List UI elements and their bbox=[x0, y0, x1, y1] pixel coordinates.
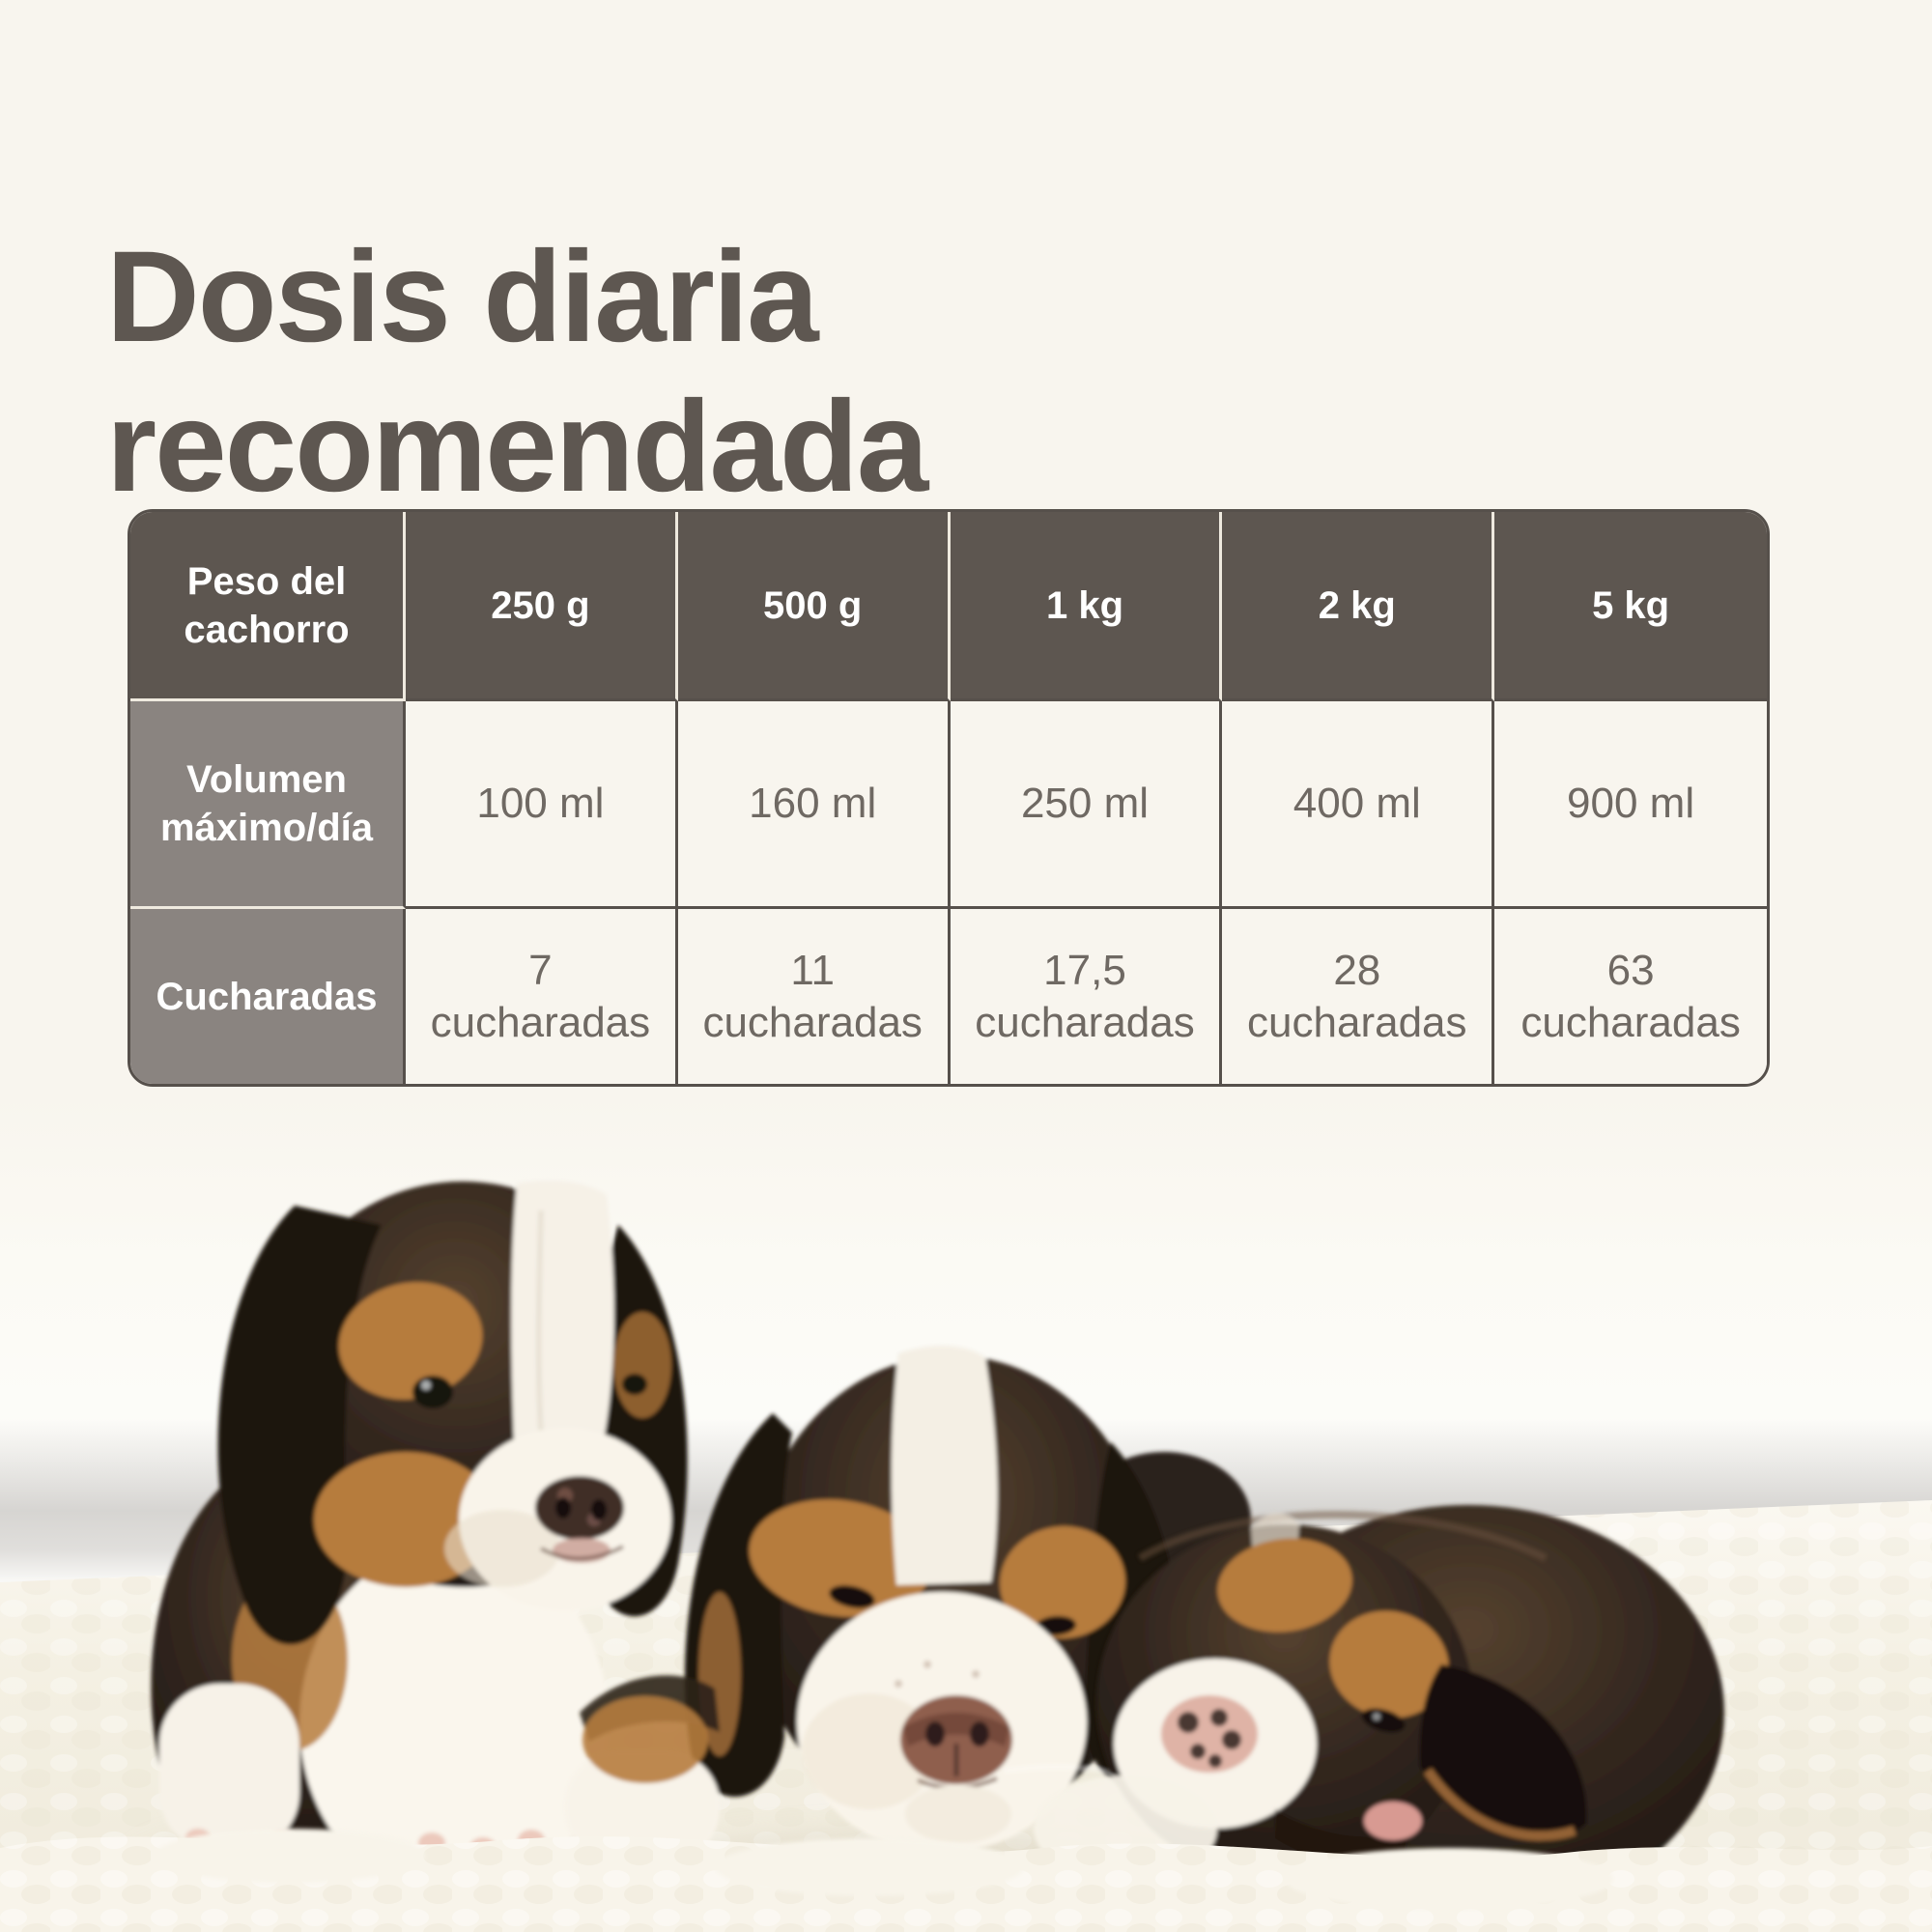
cucharadas-unit: cucharadas bbox=[702, 998, 923, 1046]
cucharadas-amount: 7 bbox=[528, 946, 553, 994]
column-header-250g: 250 g bbox=[406, 512, 678, 701]
cell-volumen-500g: 160 ml bbox=[677, 701, 951, 909]
cucharadas-unit: cucharadas bbox=[1247, 998, 1467, 1046]
cell-volumen-250g: 100 ml bbox=[406, 701, 678, 909]
page-title-line1: Dosis diaria bbox=[106, 224, 819, 369]
puppy-middle-blaze bbox=[891, 1346, 998, 1585]
puppies-photo bbox=[0, 1094, 1932, 1932]
cell-cucharadas-500g: 11 cucharadas bbox=[677, 909, 951, 1084]
puppy-right-ear bbox=[1419, 1664, 1587, 1841]
column-header-1kg: 1 kg bbox=[950, 512, 1223, 701]
puppy-right-eye bbox=[1361, 1708, 1406, 1733]
cucharadas-amount: 11 bbox=[790, 946, 836, 994]
puppy-left bbox=[151, 1180, 688, 1901]
page-title-line2: recomendada bbox=[106, 374, 928, 519]
row-label-volumen: Volumen máximo/día bbox=[130, 701, 406, 909]
puppy-left-eye bbox=[412, 1376, 453, 1408]
cell-volumen-2kg: 400 ml bbox=[1222, 701, 1495, 909]
cell-cucharadas-1kg: 17,5 cucharadas bbox=[950, 909, 1223, 1084]
column-header-500g: 500 g bbox=[677, 512, 951, 701]
cucharadas-unit: cucharadas bbox=[975, 998, 1195, 1046]
cucharadas-amount: 28 bbox=[1333, 946, 1381, 994]
cucharadas-amount: 63 bbox=[1606, 946, 1655, 994]
puppy-middle bbox=[565, 1346, 1265, 1862]
puppy-left-blaze bbox=[511, 1180, 614, 1454]
table-corner-header: Peso del cachorro bbox=[130, 512, 406, 701]
cucharadas-unit: cucharadas bbox=[1520, 998, 1741, 1046]
page-title: Dosis diaria recomendada bbox=[106, 222, 928, 522]
cell-cucharadas-250g: 7 cucharadas bbox=[406, 909, 678, 1084]
row-label-cucharadas: Cucharadas bbox=[130, 909, 406, 1084]
three-beagle-puppies-illustration bbox=[0, 1094, 1932, 1932]
cucharadas-amount: 17,5 bbox=[1043, 946, 1126, 994]
rug-foreground bbox=[0, 1829, 1932, 1932]
cucharadas-unit: cucharadas bbox=[430, 998, 651, 1046]
column-header-2kg: 2 kg bbox=[1222, 512, 1495, 701]
puppy-left-nose bbox=[535, 1476, 624, 1540]
cell-volumen-1kg: 250 ml bbox=[950, 701, 1223, 909]
cell-volumen-5kg: 900 ml bbox=[1494, 701, 1767, 909]
column-header-5kg: 5 kg bbox=[1494, 512, 1767, 701]
dose-table: Peso del cachorro 250 g 500 g 1 kg 2 kg … bbox=[128, 509, 1770, 1087]
cell-cucharadas-2kg: 28 cucharadas bbox=[1222, 909, 1495, 1084]
cell-cucharadas-5kg: 63 cucharadas bbox=[1494, 909, 1767, 1084]
puppy-middle-eye bbox=[829, 1585, 875, 1608]
